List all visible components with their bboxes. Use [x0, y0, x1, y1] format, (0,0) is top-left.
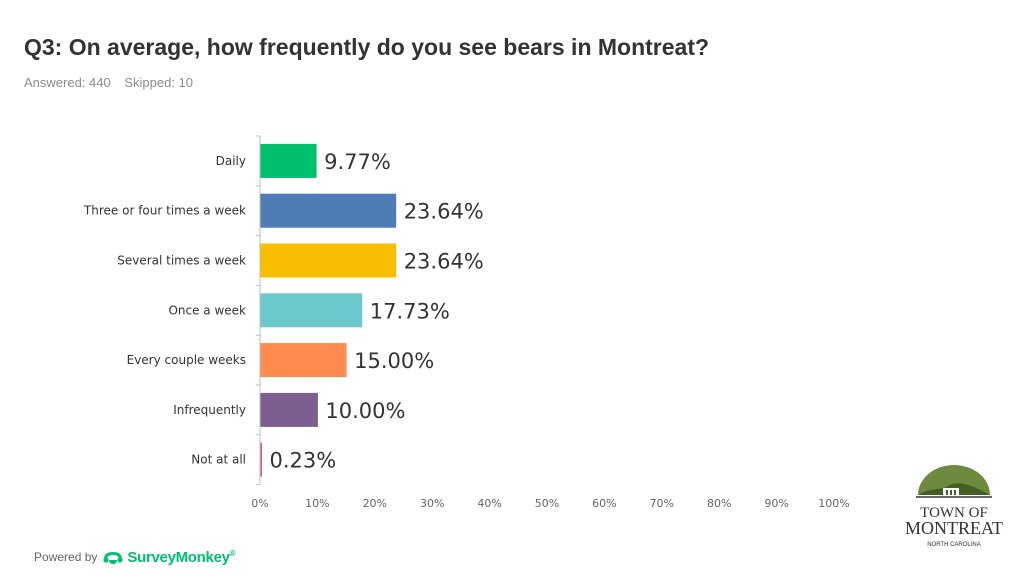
trademark-mark: ® [229, 548, 236, 558]
x-tick-label: 60% [592, 497, 616, 510]
category-label: Every couple weeks [127, 353, 246, 367]
logo-line-1: TOWN OF [920, 505, 988, 521]
x-tick-label: 40% [477, 497, 501, 510]
x-tick-label: 100% [818, 497, 849, 510]
category-label: Once a week [168, 303, 246, 317]
logo-building-window [950, 490, 952, 495]
data-label: 15.00% [354, 349, 434, 373]
x-tick-label: 70% [650, 497, 674, 510]
category-label: Several times a week [117, 254, 246, 268]
category-label: Infrequently [173, 403, 246, 417]
surveymonkey-logo-icon [103, 552, 123, 564]
page-title: Q3: On average, how frequently do you se… [24, 34, 710, 60]
brand-name: SurveyMonkey [127, 548, 230, 566]
data-label: 10.00% [325, 399, 405, 423]
answered-count: Answered: 440 [24, 75, 111, 90]
bar [260, 193, 397, 228]
logo-building-window [954, 490, 956, 495]
bar [260, 143, 317, 178]
bar [260, 392, 318, 427]
logo-building-window [946, 490, 948, 495]
x-tick-label: 50% [535, 497, 559, 510]
data-label: 17.73% [370, 299, 450, 323]
x-tick-label: 10% [305, 497, 329, 510]
surveymonkey-brand: SurveyMonkey® [127, 549, 235, 566]
powered-by-footer: Powered by SurveyMonkey® [34, 548, 236, 566]
bar [260, 243, 397, 278]
bar [260, 293, 363, 328]
x-tick-label: 0% [251, 497, 268, 510]
data-label: 0.23% [270, 449, 337, 473]
data-label: 23.64% [404, 200, 484, 224]
data-label: 23.64% [404, 250, 484, 274]
category-label: Not at all [191, 453, 246, 467]
category-label: Three or four times a week [83, 204, 246, 218]
x-tick-label: 90% [764, 497, 788, 510]
powered-by-text: Powered by [34, 550, 98, 564]
x-tick-label: 20% [363, 497, 387, 510]
bar [260, 442, 262, 477]
bar [260, 343, 347, 378]
logo-line-3: NORTH CAROLINA [927, 542, 981, 548]
town-of-montreat-logo: TOWN OF MONTREAT NORTH CAROLINA [905, 465, 1003, 548]
category-label: Daily [216, 154, 246, 168]
data-label: 9.77% [324, 150, 391, 174]
logo-line-2: MONTREAT [905, 518, 1003, 538]
x-tick-label: 80% [707, 497, 731, 510]
x-tick-label: 30% [420, 497, 444, 510]
response-stats: Answered: 440 Skipped: 10 [24, 75, 193, 90]
skipped-count: Skipped: 10 [124, 75, 194, 90]
